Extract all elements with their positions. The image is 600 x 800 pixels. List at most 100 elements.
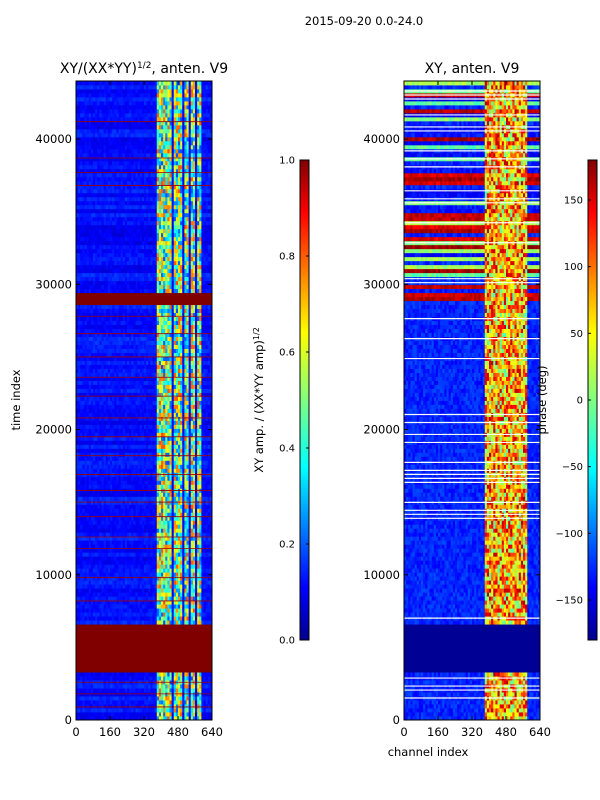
heatmap-cell xyxy=(107,704,111,709)
heatmap-cell xyxy=(158,444,162,449)
heatmap-cell xyxy=(190,592,194,597)
heatmap-cell xyxy=(93,648,96,653)
heatmap-cell xyxy=(116,644,119,649)
heatmap-cell xyxy=(103,460,107,465)
heatmap-cell xyxy=(105,608,109,613)
heatmap-cell xyxy=(129,408,132,413)
heatmap-cell xyxy=(209,436,212,441)
heatmap-cell xyxy=(76,716,79,720)
heatmap-cell xyxy=(129,704,132,709)
heatmap-cell xyxy=(116,608,119,613)
heatmap-cell xyxy=(144,460,147,465)
heatmap-cell xyxy=(188,548,192,553)
heatmap-cell xyxy=(203,592,207,597)
heatmap-cell xyxy=(171,436,175,441)
heatmap-cell xyxy=(120,440,124,445)
heatmap-cell xyxy=(192,700,196,705)
heatmap-cell xyxy=(135,612,139,617)
heatmap-cell xyxy=(76,544,79,549)
heatmap-cell xyxy=(127,584,130,589)
heatmap-cell xyxy=(88,704,92,709)
heatmap-cell xyxy=(76,484,79,489)
heatmap-cell xyxy=(169,548,173,553)
heatmap-cell xyxy=(192,580,196,585)
heatmap-cell xyxy=(99,640,102,645)
heatmap-cell xyxy=(169,688,173,693)
heatmap-cell xyxy=(86,672,90,677)
heatmap-cell xyxy=(141,476,145,481)
heatmap-cell xyxy=(169,440,173,445)
heatmap-cell xyxy=(103,484,107,489)
heatmap-cell xyxy=(76,524,79,529)
heatmap-cell xyxy=(93,572,96,577)
heatmap-cell xyxy=(195,604,198,609)
heatmap-cell xyxy=(112,660,115,665)
heatmap-cell xyxy=(110,640,113,645)
heatmap-cell xyxy=(167,448,170,453)
heatmap-cell xyxy=(209,580,212,585)
heatmap-cell xyxy=(184,568,187,573)
heatmap-cell xyxy=(190,416,194,421)
heatmap-cell xyxy=(148,624,151,629)
heatmap-cell xyxy=(131,408,134,413)
heatmap-cell xyxy=(190,588,194,593)
heatmap-cell xyxy=(80,464,83,469)
heatmap-cell xyxy=(203,672,207,677)
heatmap-cell xyxy=(169,584,173,589)
heatmap-cell xyxy=(120,628,124,633)
heatmap-cell xyxy=(101,428,105,433)
heatmap-cell xyxy=(135,716,139,720)
heatmap-cell xyxy=(188,588,192,593)
heatmap-cell xyxy=(165,452,168,457)
heatmap-cell xyxy=(78,436,81,441)
heatmap-cell xyxy=(78,700,81,705)
heatmap-cell xyxy=(156,644,160,649)
heatmap-cell xyxy=(201,544,204,549)
heatmap-cell xyxy=(116,504,119,509)
heatmap-cell xyxy=(133,440,136,445)
heatmap-cell xyxy=(161,716,164,720)
heatmap-cell xyxy=(76,540,79,545)
heatmap-cell xyxy=(120,448,124,453)
heatmap-cell xyxy=(133,712,136,717)
heatmap-cell xyxy=(156,664,160,669)
heatmap-cell xyxy=(118,636,122,641)
heatmap-cell xyxy=(131,660,134,665)
heatmap-cell xyxy=(146,668,149,673)
heatmap-cell xyxy=(146,544,149,549)
heatmap-cell xyxy=(154,496,158,501)
heatmap-cell xyxy=(116,496,119,501)
heatmap-cell xyxy=(192,664,196,669)
heatmap-cell xyxy=(135,544,139,549)
heatmap-cell xyxy=(131,664,134,669)
heatmap-cell xyxy=(180,596,183,601)
heatmap-cell xyxy=(163,616,166,621)
heatmap-cell xyxy=(171,456,175,461)
heatmap-cell xyxy=(129,568,132,573)
heatmap-cell xyxy=(120,540,124,545)
heatmap-cell xyxy=(173,444,177,449)
heatmap-cell xyxy=(88,604,92,609)
heatmap-cell xyxy=(148,448,151,453)
heatmap-cell xyxy=(103,564,107,569)
heatmap-cell xyxy=(84,520,88,525)
heatmap-cell xyxy=(148,556,151,561)
heatmap-cell xyxy=(90,468,94,473)
heatmap-cell xyxy=(118,596,122,601)
heatmap-cell xyxy=(105,700,109,705)
heatmap-cell xyxy=(90,584,94,589)
heatmap-cell xyxy=(107,536,111,541)
heatmap-cell xyxy=(192,496,196,501)
heatmap-cell xyxy=(120,464,124,469)
heatmap-cell xyxy=(201,588,204,593)
heatmap-cell xyxy=(184,676,187,681)
heatmap-cell xyxy=(78,468,81,473)
heatmap-cell xyxy=(120,524,124,529)
heatmap-cell xyxy=(78,716,81,720)
heatmap-cell xyxy=(171,616,175,621)
heatmap-cell xyxy=(93,664,96,669)
heatmap-cell xyxy=(207,560,211,565)
heatmap-cell xyxy=(182,428,185,433)
heatmap-cell xyxy=(169,556,173,561)
heatmap-cell xyxy=(190,492,194,497)
